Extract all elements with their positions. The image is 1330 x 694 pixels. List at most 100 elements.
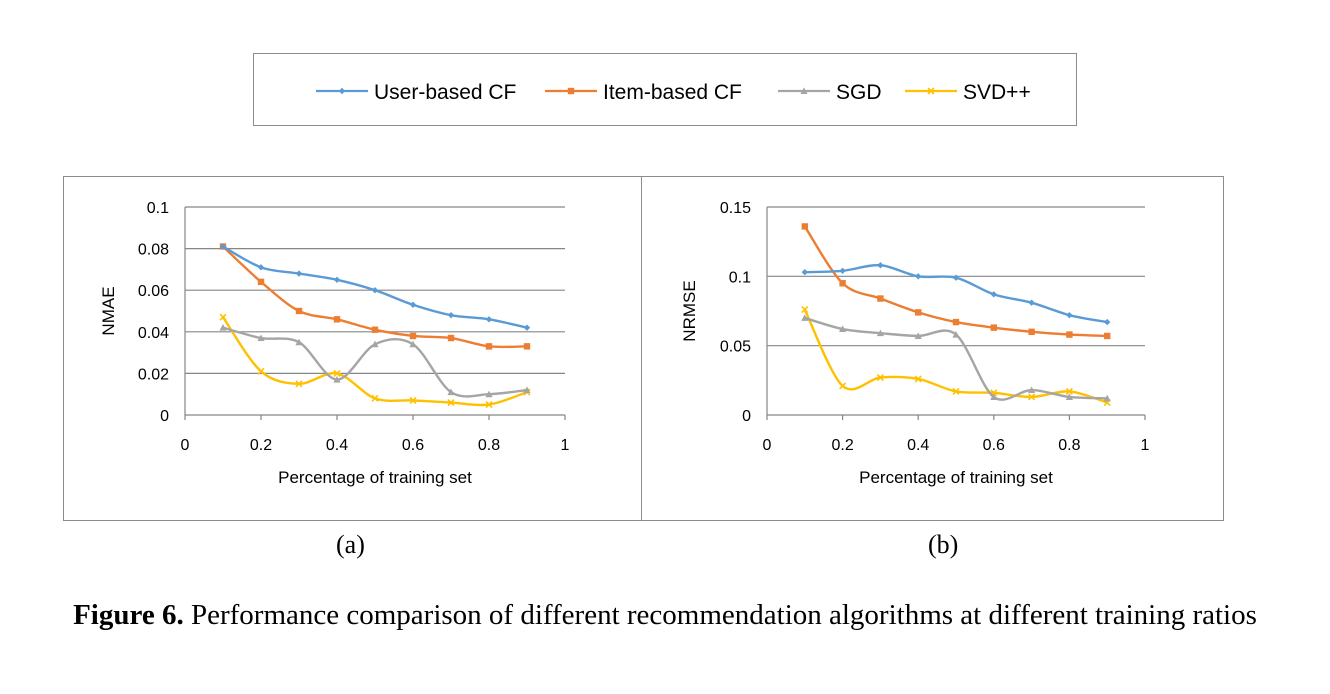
data-point-sgd bbox=[219, 324, 227, 331]
data-point-user-based-cf bbox=[990, 291, 997, 298]
legend-marker-svd bbox=[927, 87, 935, 95]
data-point-user-based-cf bbox=[1104, 318, 1111, 326]
data-point-sgd bbox=[409, 340, 417, 348]
data-point-sgd bbox=[914, 332, 922, 339]
data-point-svd bbox=[333, 369, 341, 377]
x-tick-label: 0.8 bbox=[1058, 437, 1080, 454]
data-point-sgd bbox=[839, 325, 847, 333]
data-point-svd bbox=[876, 373, 884, 382]
x-tick-label: 0.6 bbox=[402, 437, 424, 454]
figure-label: Figure 6. bbox=[73, 599, 184, 631]
data-point-svd bbox=[485, 401, 493, 409]
y-tick-label: 0 bbox=[742, 408, 751, 425]
data-point-sgd bbox=[295, 338, 303, 346]
legend-item-user-based-cf: User-based CF bbox=[316, 81, 516, 104]
data-point-item-based-cf bbox=[801, 223, 808, 230]
data-point-item-based-cf bbox=[1066, 331, 1073, 338]
series-line-sgd bbox=[804, 316, 1108, 401]
data-point-item-based-cf bbox=[295, 307, 303, 315]
series-item-based-cf bbox=[219, 243, 531, 350]
subfigure-caption-a: (a) bbox=[336, 530, 365, 559]
data-point-svd bbox=[1065, 387, 1073, 395]
data-point-item-based-cf bbox=[1104, 332, 1111, 340]
y-tick-label: 0.08 bbox=[138, 242, 169, 259]
data-point-item-based-cf bbox=[333, 316, 341, 323]
data-point-user-based-cf bbox=[1066, 311, 1073, 319]
data-point-svd bbox=[295, 380, 303, 388]
data-point-svd bbox=[409, 396, 417, 405]
data-point-user-based-cf bbox=[523, 324, 531, 331]
data-point-item-based-cf bbox=[485, 343, 493, 350]
data-point-user-based-cf bbox=[409, 301, 417, 308]
gridlines bbox=[185, 206, 565, 416]
data-point-item-based-cf bbox=[877, 295, 884, 302]
data-point-svd bbox=[801, 306, 809, 314]
y-tick-label: 0.15 bbox=[720, 200, 751, 217]
legend-item-sgd: SGD bbox=[778, 81, 882, 104]
data-point-sgd bbox=[1028, 386, 1036, 394]
series-user-based-cf bbox=[801, 262, 1111, 326]
data-point-sgd bbox=[485, 390, 493, 398]
data-point-sgd bbox=[447, 388, 455, 396]
data-point-sgd bbox=[1103, 394, 1111, 402]
data-point-user-based-cf bbox=[333, 276, 341, 283]
x-tick-label: 0.8 bbox=[478, 437, 500, 454]
data-point-sgd bbox=[333, 376, 341, 383]
data-point-user-based-cf bbox=[801, 268, 808, 276]
data-point-user-based-cf bbox=[952, 274, 960, 281]
series-svd bbox=[801, 306, 1111, 407]
series-user-based-cf bbox=[219, 243, 531, 331]
y-tick-label: 0.05 bbox=[720, 339, 751, 356]
data-point-item-based-cf bbox=[839, 280, 846, 287]
data-point-sgd bbox=[371, 340, 379, 348]
series-sgd bbox=[219, 324, 531, 398]
data-point-item-based-cf bbox=[409, 332, 417, 340]
data-point-sgd bbox=[801, 314, 809, 321]
x-tick-label: 0.6 bbox=[983, 437, 1005, 454]
legend-svg: User-based CF Item-based CF SGD SVD++ bbox=[316, 81, 1031, 104]
data-point-item-based-cf bbox=[447, 334, 455, 342]
legend-label-item-based-cf: Item-based CF bbox=[603, 81, 742, 104]
data-point-svd bbox=[219, 313, 227, 321]
y-tick-label: 0 bbox=[160, 408, 169, 425]
data-point-item-based-cf bbox=[257, 278, 265, 286]
y-tick-label: 0.1 bbox=[147, 200, 169, 217]
data-point-svd bbox=[952, 387, 960, 395]
x-axis-title: Percentage of training set bbox=[859, 468, 1053, 487]
data-point-user-based-cf bbox=[257, 264, 265, 271]
data-point-sgd bbox=[257, 334, 265, 342]
x-tick-label: 1 bbox=[1141, 437, 1150, 454]
x-tick-label: 0.4 bbox=[326, 437, 348, 454]
y-tick-label: 0.04 bbox=[138, 325, 169, 342]
x-axis-title: Percentage of training set bbox=[278, 468, 472, 487]
data-point-item-based-cf bbox=[1028, 328, 1035, 335]
y-tick-label: 0.02 bbox=[138, 366, 169, 383]
series-sgd bbox=[801, 314, 1111, 402]
chart-panel-nmae: 0 0.02 0.04 0.06 0.08 0.1 0 0.2 0.4 0.6 0.8 1 Percen… bbox=[63, 176, 643, 521]
legend-label-user-based-cf: User-based CF bbox=[374, 81, 516, 104]
legend-marker-user-based-cf bbox=[338, 87, 346, 95]
legend-item-svd: SVD++ bbox=[905, 81, 1031, 104]
figure-caption-text: Performance comparison of different reco… bbox=[183, 599, 1257, 631]
data-point-sgd bbox=[952, 330, 960, 338]
gridlines bbox=[767, 206, 1145, 416]
data-point-item-based-cf bbox=[371, 326, 379, 333]
data-point-sgd bbox=[876, 329, 884, 337]
x-tick-label: 0 bbox=[181, 437, 190, 454]
data-point-user-based-cf bbox=[915, 273, 922, 280]
data-point-user-based-cf bbox=[447, 311, 455, 319]
x-tick-label: 0.4 bbox=[907, 437, 929, 454]
y-tick-label: 0.06 bbox=[138, 283, 169, 300]
series-line-user-based-cf bbox=[804, 263, 1108, 324]
data-point-user-based-cf bbox=[877, 262, 884, 269]
data-point-user-based-cf bbox=[1028, 299, 1035, 306]
legend-label-svd: SVD++ bbox=[963, 81, 1031, 104]
chart-nmae: 0 0.02 0.04 0.06 0.08 0.1 0 0.2 0.4 0.6 0.8 1 Percen… bbox=[99, 200, 570, 487]
legend-label-sgd: SGD bbox=[836, 81, 882, 104]
x-tick-label: 0.2 bbox=[831, 437, 853, 454]
data-point-item-based-cf bbox=[990, 324, 997, 331]
y-axis-title: NMAE bbox=[99, 286, 118, 335]
data-point-sgd bbox=[1065, 393, 1073, 400]
data-point-user-based-cf bbox=[839, 267, 846, 274]
legend-item-item-based-cf: Item-based CF bbox=[545, 81, 742, 104]
